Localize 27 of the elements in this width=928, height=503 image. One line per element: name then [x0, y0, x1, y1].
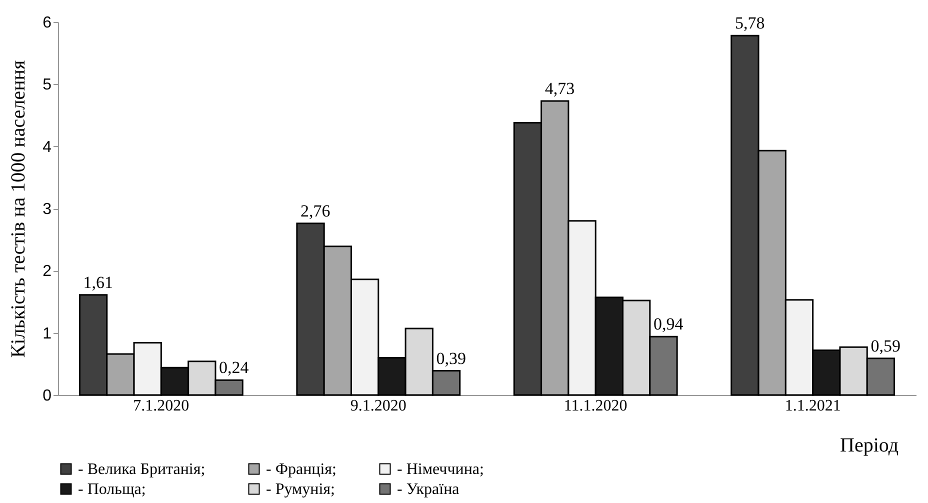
- legend-label: - Франція;: [266, 461, 336, 478]
- y-tick-label: 0: [42, 388, 52, 404]
- y-tick-label: 4: [42, 138, 52, 156]
- x-tick-label: 9.1.2020: [350, 398, 406, 414]
- y-tick-label: 1: [42, 325, 52, 342]
- legend-label: - Велика Британія;: [78, 461, 206, 478]
- data-label: 0,59: [870, 336, 900, 356]
- data-label: 1,61: [83, 272, 114, 292]
- data-label: 0,39: [436, 348, 466, 368]
- legend-label: - Україна: [397, 481, 460, 498]
- data-label: 5,78: [734, 14, 765, 33]
- x-axis-title: Період: [840, 434, 898, 456]
- data-label: 2,76: [300, 201, 330, 220]
- y-axis-title: Кількість тестів на 1000 населення: [8, 60, 30, 358]
- x-tick-label: 7.1.2020: [133, 398, 190, 414]
- data-label: 0,24: [219, 358, 250, 378]
- data-label: 0,94: [653, 314, 684, 334]
- legend-label: - Польща;: [78, 481, 146, 498]
- x-tick-label: 11.1.2020: [564, 398, 628, 414]
- legend-label: - Румунія;: [266, 481, 335, 498]
- y-tick-label: 6: [42, 14, 52, 32]
- y-tick-label: 5: [42, 76, 52, 94]
- data-label: 4,73: [544, 78, 575, 98]
- y-tick-label: 3: [42, 201, 52, 218]
- x-tick-label: 1.1.2021: [784, 398, 841, 414]
- legend-label: - Німеччина;: [397, 461, 484, 478]
- y-tick-label: 2: [42, 263, 52, 280]
